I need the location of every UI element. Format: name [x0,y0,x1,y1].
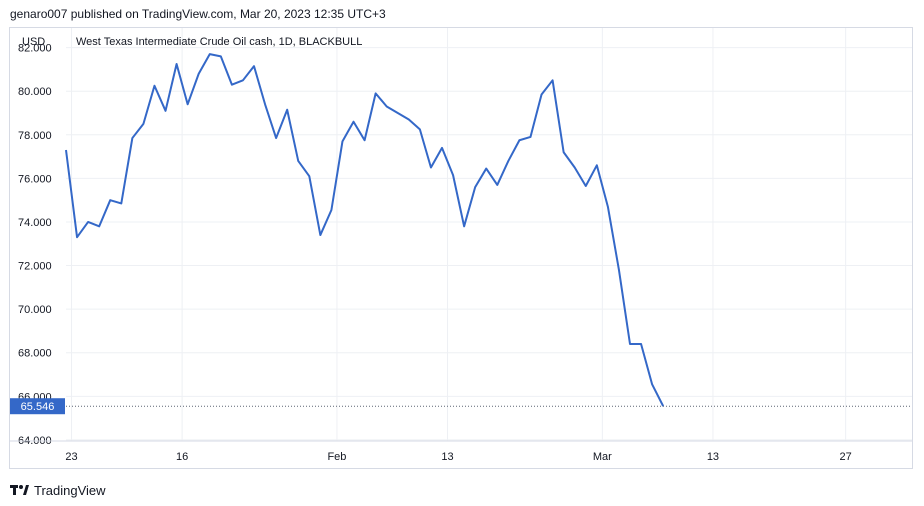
y-tick-label: 72.000 [18,261,52,273]
y-tick-label: 82.000 [18,43,52,55]
last-price-label: 65.546 [21,401,55,413]
y-tick-label: 74.000 [18,217,52,229]
grid-layer [66,28,912,441]
y-tick-label: 78.000 [18,130,52,142]
price-series-line[interactable] [65,53,665,407]
x-tick-label: Mar [593,451,612,463]
tradingview-logo-icon[interactable] [10,484,30,496]
chart-title: West Texas Intermediate Crude Oil cash, … [76,36,362,48]
chart-frame[interactable]: 82.000 80.000 78.000 76.000 74.000 72.000 70.0… [9,27,913,469]
y-tick-label: 76.000 [18,173,52,185]
x-tick-label: 27 [840,451,852,463]
x-tick-label: Feb [327,451,346,463]
brand-label[interactable]: TradingView [34,482,106,498]
y-tick-label: 68.000 [18,348,52,360]
x-tick-label: 16 [176,451,188,463]
y-tick-label: 80.000 [18,86,52,98]
x-tick-label: 13 [707,451,719,463]
x-tick-label: 23 [65,451,77,463]
axis-layer: 82.000 80.000 78.000 76.000 74.000 72.000 70.0… [10,43,912,463]
y-tick-label: 70.000 [18,304,52,316]
series-layer [65,53,912,407]
x-tick-label: 13 [441,451,453,463]
price-chart[interactable]: 82.000 80.000 78.000 76.000 74.000 72.000 70.0… [10,28,912,468]
last-price-badge [10,398,65,415]
publisher-caption: genaro007 published on TradingView.com, … [10,7,386,21]
currency-label: USD [22,36,45,48]
footer: TradingView [10,481,106,499]
